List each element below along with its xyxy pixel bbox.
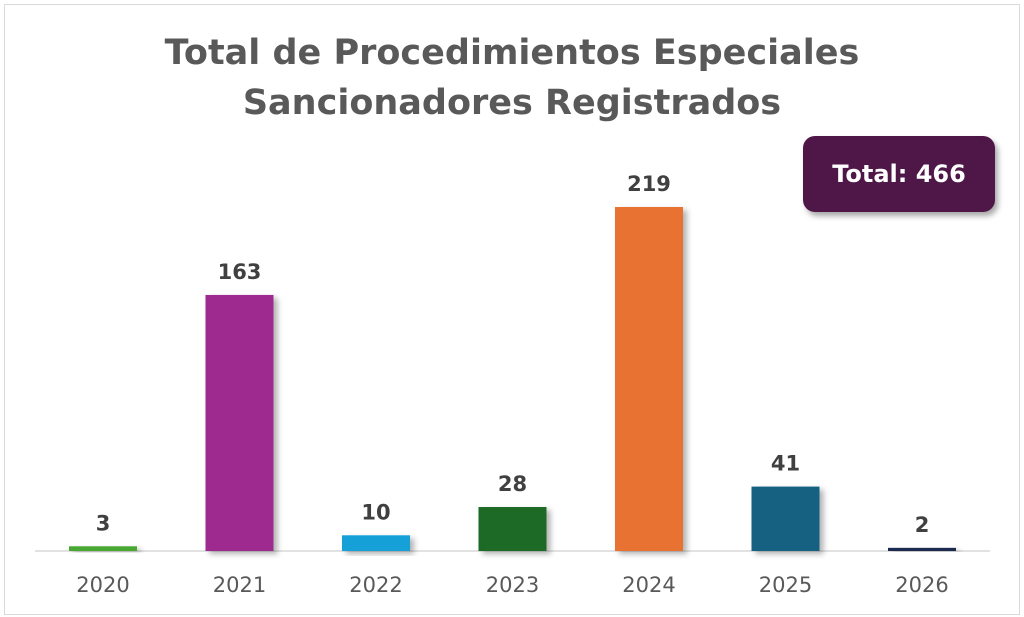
data-label-2025: 41 — [771, 452, 800, 476]
chart-title: Total de Procedimientos Especiales Sanci… — [0, 28, 1024, 128]
bar-2026 — [888, 547, 956, 551]
bar-2023 — [478, 507, 547, 551]
data-label-2023: 28 — [498, 472, 527, 496]
bar-2024 — [615, 207, 683, 551]
data-label-2022: 10 — [361, 500, 390, 524]
bar-2022 — [342, 535, 410, 551]
x-tick-2023: 2023 — [486, 573, 539, 597]
x-tick-2022: 2022 — [349, 573, 402, 597]
data-label-2024: 219 — [627, 172, 671, 196]
x-tick-2020: 2020 — [76, 573, 129, 597]
x-tick-2024: 2024 — [622, 573, 675, 597]
chart-title-line-1: Total de Procedimientos Especiales — [164, 33, 860, 73]
x-tick-2025: 2025 — [759, 573, 812, 597]
data-label-2020: 3 — [96, 511, 111, 535]
x-tick-2021: 2021 — [213, 573, 266, 597]
chart-title-line-2: Sancionadores Registrados — [242, 83, 782, 123]
bar-2020 — [69, 546, 137, 551]
total-badge: Total: 466 — [803, 136, 995, 212]
data-label-2021: 163 — [218, 260, 262, 284]
x-tick-2026: 2026 — [895, 573, 948, 597]
bar-2025 — [751, 486, 820, 551]
data-label-2026: 2 — [915, 513, 930, 537]
bar-2021 — [205, 294, 274, 551]
